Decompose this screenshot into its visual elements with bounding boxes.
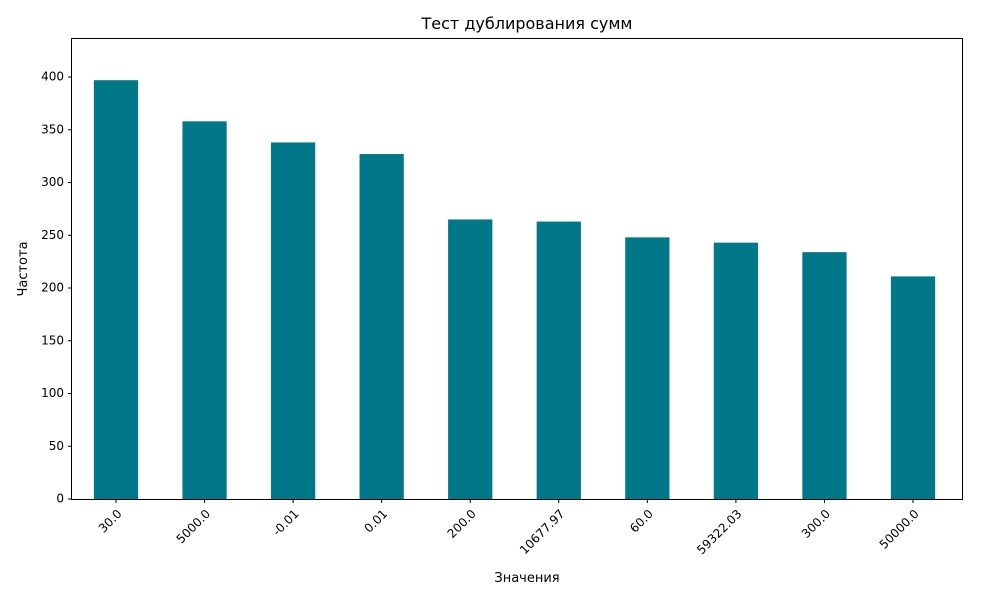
bar-0.01 bbox=[359, 154, 404, 499]
y-axis: 0 50 100 150 200 250 300 350 400 bbox=[41, 70, 72, 506]
x-tick-label: -0.01 bbox=[270, 507, 302, 539]
y-axis-label: Частота bbox=[16, 241, 31, 296]
bar-10677.97 bbox=[536, 221, 581, 499]
y-tick-label: 150 bbox=[41, 333, 64, 347]
y-tick-label: 250 bbox=[41, 228, 64, 242]
x-tick-label: 5000.0 bbox=[174, 507, 214, 547]
y-tick-label: 50 bbox=[49, 439, 64, 453]
x-tick-label: 59322.03 bbox=[694, 507, 744, 557]
x-tick-label: 50000.0 bbox=[877, 507, 922, 552]
bar-200.0 bbox=[448, 219, 493, 499]
x-axis-label: Значения bbox=[494, 571, 559, 586]
bar-50000.0 bbox=[890, 276, 936, 499]
x-tick-label: 0.01 bbox=[361, 507, 390, 536]
y-tick-label: 300 bbox=[41, 175, 64, 189]
plot-frame bbox=[71, 38, 963, 500]
bar-60.0 bbox=[625, 237, 670, 499]
chart-title: Тест дублирования сумм bbox=[421, 14, 633, 33]
y-tick-label: 350 bbox=[41, 122, 64, 136]
bar--0.01 bbox=[270, 142, 316, 499]
bar-30.0 bbox=[93, 80, 139, 500]
y-tick-label: 0 bbox=[56, 492, 64, 506]
x-axis: 30.0 5000.0 -0.01 0.01 200.0 10677.97 60.0 5932… bbox=[96, 499, 922, 557]
bar-5000.0 bbox=[182, 121, 227, 499]
y-tick-label: 400 bbox=[41, 70, 64, 84]
y-tick-label: 200 bbox=[41, 281, 64, 295]
bar-59322.03 bbox=[713, 242, 759, 499]
x-tick-label: 60.0 bbox=[627, 507, 656, 536]
x-tick-label: 10677.97 bbox=[517, 507, 567, 557]
x-tick-label: 30.0 bbox=[96, 507, 125, 536]
x-tick-label: 300.0 bbox=[799, 507, 833, 541]
y-tick-label: 100 bbox=[41, 386, 64, 400]
bars-group bbox=[93, 80, 936, 500]
x-tick-label: 200.0 bbox=[445, 507, 479, 541]
bar-300.0 bbox=[802, 252, 847, 499]
